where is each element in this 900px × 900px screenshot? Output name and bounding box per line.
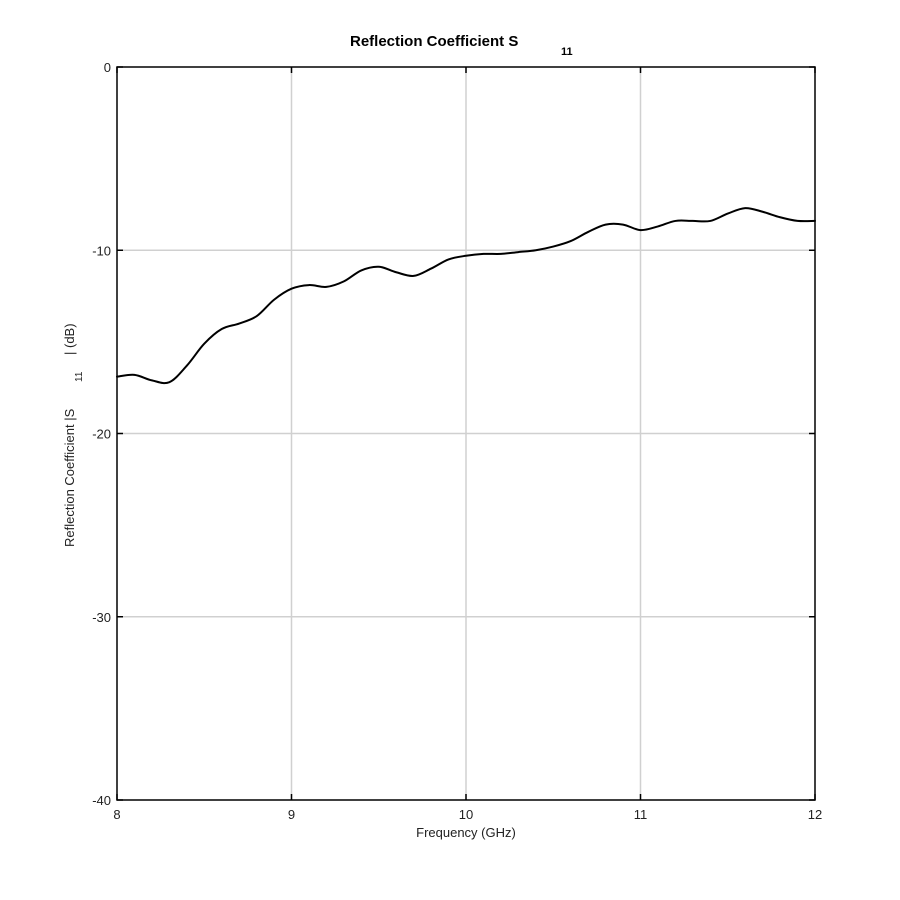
y-axis-label: Reflection Coefficient |S 11 | (dB) xyxy=(62,323,85,547)
y-axis-label-prefix: Reflection Coefficient |S xyxy=(62,408,77,547)
x-tick-label: 10 xyxy=(459,807,473,822)
grid-lines xyxy=(117,67,815,800)
y-tick-label: -20 xyxy=(92,427,111,442)
y-tick-label: 0 xyxy=(104,60,111,75)
x-tick-label: 12 xyxy=(808,807,822,822)
s11-series-line xyxy=(116,207,816,385)
y-tick-label: -30 xyxy=(92,610,111,625)
axis-ticks xyxy=(116,66,816,801)
y-axis-label-subscript: 11 xyxy=(74,371,85,382)
y-axis-label-suffix: | (dB) xyxy=(62,323,77,355)
x-tick-label: 8 xyxy=(113,807,120,822)
x-tick-label: 11 xyxy=(634,807,648,822)
y-tick-label: -40 xyxy=(92,793,111,808)
y-tick-labels: 0 -10 -20 -30 -40 xyxy=(92,60,111,808)
series xyxy=(116,207,816,385)
x-tick-label: 9 xyxy=(288,807,295,822)
chart-title-subscript: 11 xyxy=(561,46,573,58)
y-tick-label: -10 xyxy=(92,243,111,258)
x-tick-labels: 8 9 10 11 12 xyxy=(113,807,822,822)
x-axis-label: Frequency (GHz) xyxy=(416,825,516,840)
chart-title: Reflection Coefficient S xyxy=(350,33,518,50)
